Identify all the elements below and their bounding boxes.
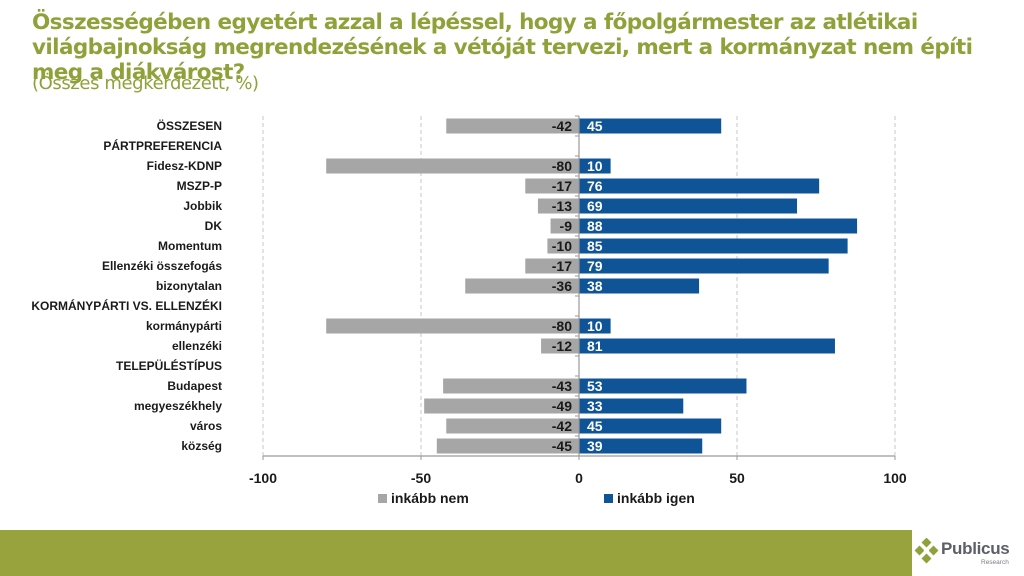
data-label-inkabb-igen: 76 (587, 178, 603, 194)
legend-label: inkább nem (391, 490, 469, 506)
data-label-inkabb-nem: -43 (552, 378, 572, 394)
axes: -100 -50 0 50 100 (249, 115, 907, 486)
bar-inkabb-igen (579, 278, 700, 294)
data-label-inkabb-igen: 38 (587, 278, 603, 294)
data-label-inkabb-nem: -17 (552, 258, 572, 274)
data-label-inkabb-nem: -80 (552, 318, 572, 334)
category-label: bizonytalan (156, 279, 222, 293)
category-labels: ÖSSZESEN PÁRTPREFERENCIA Fidesz-KDNP MSZP-P… (31, 118, 222, 453)
data-label-inkabb-nem: -17 (552, 178, 572, 194)
data-label-inkabb-nem: -49 (552, 398, 572, 414)
bar-inkabb-igen (579, 238, 848, 254)
category-label: Momentum (158, 239, 222, 253)
x-tick-label: -100 (249, 470, 277, 486)
bar-inkabb-nem (550, 218, 579, 234)
data-label-inkabb-nem: -10 (552, 238, 572, 254)
category-label: TELEPÜLÉSTÍPUS (116, 358, 222, 373)
category-label: község (181, 439, 222, 453)
data-label-inkabb-igen: 45 (587, 118, 603, 134)
brand-name: Publicus (941, 539, 1010, 558)
publicus-diamond-icon (914, 538, 939, 564)
category-label: DK (205, 219, 223, 233)
data-label-inkabb-igen: 81 (587, 338, 603, 354)
category-label: ellenzéki (172, 339, 222, 353)
bar-inkabb-igen (579, 338, 835, 354)
x-tick-label: -50 (411, 470, 431, 486)
legend-swatch-inkabb-igen (604, 494, 613, 503)
data-label-inkabb-igen: 53 (587, 378, 603, 394)
legend-label: inkább igen (617, 490, 695, 506)
bar-inkabb-igen (579, 218, 858, 234)
bar-inkabb-igen (579, 318, 611, 334)
data-label-inkabb-igen: 85 (587, 238, 603, 254)
bar-inkabb-nem (446, 418, 579, 434)
bar-inkabb-igen (579, 258, 829, 274)
bar-inkabb-nem (547, 238, 579, 254)
bar-inkabb-nem (326, 318, 579, 334)
data-label-inkabb-igen: 33 (587, 398, 603, 414)
category-label: megyeszékhely (134, 399, 222, 413)
bar-inkabb-nem (436, 438, 579, 454)
diverging-bar-chart: -100 -50 0 50 100 ÖSSZESEN PÁRTPREFERENCIA Fid… (31, 115, 907, 506)
category-label: KORMÁNYPÁRTI VS. ELLENZÉKI (31, 298, 222, 313)
bar-inkabb-nem (443, 378, 579, 394)
category-label: Budapest (167, 379, 222, 393)
data-label-inkabb-igen: 10 (587, 318, 603, 334)
x-tick-label: 50 (729, 470, 745, 486)
data-label-inkabb-igen: 10 (587, 158, 603, 174)
bar-inkabb-igen (579, 378, 747, 394)
data-label-inkabb-nem: -45 (552, 438, 572, 454)
category-label: Ellenzéki összefogás (102, 259, 222, 273)
category-label: város (190, 419, 222, 433)
legend: inkább nem inkább igen (378, 490, 695, 506)
footer-band (0, 530, 912, 576)
bar-inkabb-nem (446, 118, 579, 134)
data-label-inkabb-igen: 45 (587, 418, 603, 434)
chart-subtitle: (Összes megkérdezett, %) (32, 73, 259, 94)
legend-swatch-inkabb-nem (378, 494, 387, 503)
bar-inkabb-nem (541, 338, 579, 354)
data-labels: -42 45 -80 10 -17 76 -13 69 -9 88 -10 85 -17 79 -36 38 -… (552, 118, 603, 454)
category-label: ÖSSZESEN (157, 118, 222, 133)
data-label-inkabb-nem: -36 (552, 278, 572, 294)
category-label: PÁRTPREFERENCIA (103, 138, 222, 153)
bar-inkabb-nem (326, 158, 579, 174)
bar-inkabb-igen (579, 418, 722, 434)
bar-inkabb-nem (465, 278, 579, 294)
data-label-inkabb-igen: 69 (587, 198, 603, 214)
bars (326, 118, 858, 454)
bar-inkabb-igen (579, 118, 722, 134)
data-label-inkabb-igen: 79 (587, 258, 603, 274)
bar-inkabb-nem (525, 258, 579, 274)
data-label-inkabb-nem: -13 (552, 198, 572, 214)
data-label-inkabb-nem: -80 (552, 158, 572, 174)
category-label: Fidesz-KDNP (147, 159, 222, 173)
data-label-inkabb-nem: -42 (552, 418, 572, 434)
x-tick-label: 100 (883, 470, 907, 486)
category-label: MSZP-P (177, 179, 222, 193)
category-label: kormánypárti (146, 319, 222, 333)
data-label-inkabb-nem: -12 (552, 338, 572, 354)
category-label: Jobbik (183, 199, 222, 213)
bar-inkabb-nem (424, 398, 579, 414)
data-label-inkabb-igen: 39 (587, 438, 603, 454)
bar-inkabb-igen (579, 398, 684, 414)
x-tick-label: 0 (575, 470, 583, 486)
brand-tagline: Research (981, 559, 1009, 566)
data-label-inkabb-nem: -42 (552, 118, 572, 134)
publicus-logo: Publicus Research (914, 534, 1024, 574)
data-label-inkabb-nem: -9 (560, 218, 573, 234)
bar-inkabb-nem (525, 178, 579, 194)
bar-inkabb-nem (537, 198, 579, 214)
chart-title: Összességében egyetért azzal a lépéssel,… (32, 10, 973, 85)
bar-inkabb-igen (579, 178, 820, 194)
data-label-inkabb-igen: 88 (587, 218, 603, 234)
bar-inkabb-igen (579, 438, 703, 454)
bar-inkabb-igen (579, 198, 798, 214)
bar-inkabb-igen (579, 158, 611, 174)
